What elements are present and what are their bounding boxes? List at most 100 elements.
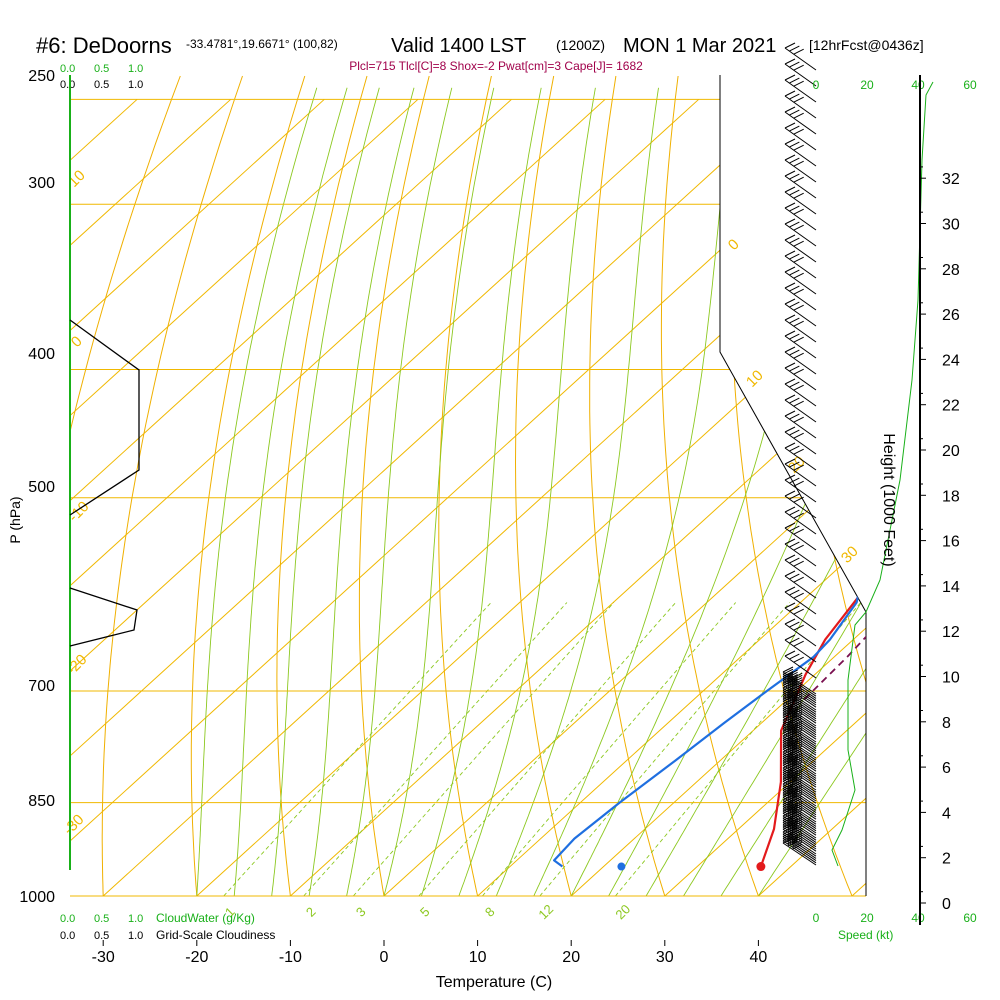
wind-barb-flag (782, 805, 794, 812)
isotherm-line (70, 99, 419, 896)
wind-barb-flag (792, 741, 803, 748)
wind-barb-shaft (784, 175, 817, 199)
wind-barb-flag (792, 745, 803, 752)
wind-barb (784, 602, 817, 631)
moist-adiabat (308, 87, 415, 896)
wind-barb-flag (792, 809, 803, 816)
wind-barb-shaft (782, 794, 817, 818)
surface-dewpoint-marker (617, 862, 626, 871)
wind-barb-shaft (784, 143, 817, 167)
wind-barb-flag (792, 832, 803, 839)
cloud-scale-bottom-black-0: 0.0 (60, 930, 75, 942)
dry-adiabat (190, 75, 306, 896)
wind-barb-flag (782, 739, 794, 746)
wind-barb-shaft (782, 698, 817, 722)
isotherm-line (851, 99, 866, 896)
wind-barb-flag (784, 650, 796, 657)
wind-barb-flag (782, 700, 794, 707)
wind-barb-flag (792, 690, 803, 697)
temperature-line (759, 109, 866, 867)
wind-barb-flag (782, 689, 794, 696)
wind-barb-flag (784, 90, 796, 97)
wind-barb-flag (789, 557, 800, 564)
wind-barb-flag (787, 788, 798, 795)
wind-barb (784, 170, 817, 199)
height-tick-label: 18 (942, 488, 960, 505)
wind-barb-flag (789, 461, 800, 468)
wind-barb-shaft (782, 780, 817, 804)
height-tick-label: 26 (942, 307, 960, 324)
wind-barb-flag (792, 706, 803, 713)
wind-barb-flag (784, 282, 796, 289)
wind-barb-shaft (782, 792, 817, 816)
isotherm-label: -20 (63, 651, 90, 678)
wind-barb-flag (789, 173, 800, 180)
wind-barb (782, 739, 817, 768)
moist-adiabat (533, 87, 734, 896)
wind-barb-flag (792, 802, 803, 809)
wind-barb-flag (787, 813, 798, 820)
wind-barb-flag (784, 394, 796, 401)
wind-barb-flag (789, 45, 800, 52)
wind-barb-flag (787, 820, 798, 827)
height-tick-label: 22 (942, 398, 960, 415)
wind-barb-flag (787, 818, 798, 824)
wind-barb-flag (784, 298, 796, 305)
moist-adiabat (720, 87, 866, 896)
wind-barb (782, 771, 817, 800)
x-tick-label: 30 (656, 949, 674, 966)
wind-barb-flag (782, 686, 794, 693)
wind-barb-flag (787, 674, 798, 680)
wind-barb-flag (782, 746, 794, 753)
temperature-axis: -30 -20 -10 0 10 20 30 40 (92, 940, 767, 966)
wind-barb-flag (787, 690, 798, 696)
wind-barb-flag (784, 618, 796, 625)
wind-barb-flag (782, 787, 794, 794)
wind-barb-shaft (784, 271, 817, 295)
wind-barb-flag (787, 756, 798, 763)
wind-barb-flag (782, 810, 794, 817)
wind-barb-flag (782, 711, 794, 718)
wind-barb-flag (787, 772, 798, 779)
mixing-ratio-line (223, 602, 492, 896)
height-tick-label: 12 (942, 624, 960, 641)
moist-adiabat (420, 87, 542, 896)
wind-barb-flag (782, 741, 794, 748)
wind-barb-flag (793, 128, 804, 135)
wind-barb-flag (789, 605, 800, 612)
wind-barb (784, 106, 817, 135)
wind-barb-flag (792, 837, 803, 844)
wind-barb-flag (793, 304, 804, 311)
cloudwater-label: CloudWater (g/Kg) (156, 911, 255, 925)
wind-barb-flag (789, 541, 800, 548)
moist-adiabat (233, 87, 348, 896)
speed-bottom-1: 20 (860, 911, 874, 925)
wind-barb-flag (782, 679, 794, 686)
wind-barb-flag (782, 732, 794, 739)
wind-barb-flag (792, 720, 803, 727)
wind-barb-flag (789, 589, 800, 596)
wind-barb-flag (793, 432, 804, 439)
wind-barb-flag (792, 722, 803, 729)
wind-barb-flag (782, 677, 794, 684)
cloud-profile (69, 319, 140, 647)
wind-barb-flag (793, 576, 804, 583)
wind-barb-flag (787, 669, 798, 676)
wind-barb-flag (787, 840, 798, 847)
wind-barb-flag (789, 445, 800, 452)
wind-barb-flag (782, 734, 794, 741)
wind-barb-flag (784, 234, 796, 241)
wind-barb-flag (792, 697, 803, 704)
wind-barb-flag (782, 830, 794, 837)
y-axis-title: P (hPa) (7, 496, 23, 543)
wind-barb-flag (793, 608, 804, 615)
wind-barb (784, 346, 817, 375)
wind-barb-flag (787, 838, 798, 845)
wind-barb-flag (789, 365, 800, 372)
cloud-scale-top-green-2: 1.0 (128, 63, 143, 75)
height-tick-label: 0 (942, 896, 951, 913)
height-tick-label: 8 (942, 715, 951, 732)
wind-barb-flag (782, 812, 794, 819)
wind-barb-shaft (782, 762, 817, 786)
